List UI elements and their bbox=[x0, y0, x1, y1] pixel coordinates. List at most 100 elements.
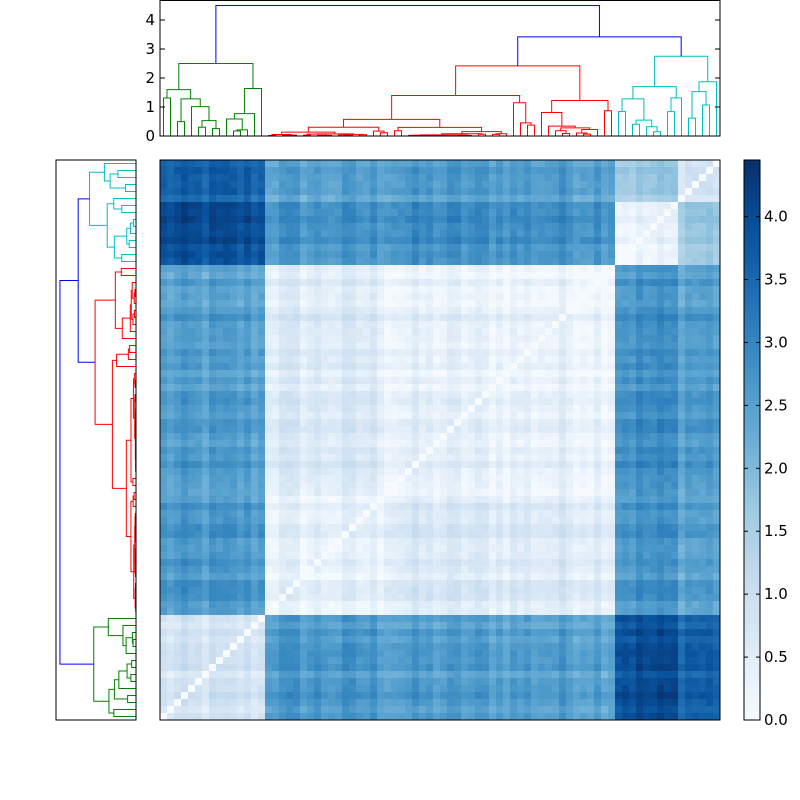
heatmap-cell bbox=[398, 181, 406, 189]
heatmap-cell bbox=[181, 335, 189, 343]
heatmap-cell bbox=[314, 475, 322, 483]
heatmap-cell bbox=[594, 209, 602, 217]
heatmap-cell bbox=[622, 188, 630, 196]
heatmap-cell bbox=[566, 573, 574, 581]
heatmap-cell bbox=[601, 468, 609, 476]
heatmap-cell bbox=[496, 335, 504, 343]
heatmap-cell bbox=[286, 237, 294, 245]
heatmap-cell bbox=[657, 223, 665, 231]
heatmap-cell bbox=[356, 209, 364, 217]
heatmap-cell bbox=[538, 202, 546, 210]
heatmap-cell bbox=[650, 237, 658, 245]
heatmap-cell bbox=[692, 475, 700, 483]
heatmap-cell bbox=[258, 181, 266, 189]
heatmap-cell bbox=[370, 342, 378, 350]
heatmap-cell bbox=[202, 251, 210, 259]
heatmap-cell bbox=[160, 356, 168, 364]
heatmap-cell bbox=[587, 300, 595, 308]
heatmap-cell bbox=[419, 391, 427, 399]
heatmap-cell bbox=[335, 517, 343, 525]
heatmap-cell bbox=[510, 181, 518, 189]
heatmap-cell bbox=[237, 251, 245, 259]
heatmap-cell bbox=[223, 342, 231, 350]
heatmap-cell bbox=[531, 167, 539, 175]
heatmap-cell bbox=[230, 195, 238, 203]
heatmap-cell bbox=[615, 573, 623, 581]
heatmap-cell bbox=[440, 461, 448, 469]
heatmap-cell bbox=[181, 300, 189, 308]
heatmap-cell bbox=[433, 545, 441, 553]
heatmap-cell bbox=[510, 440, 518, 448]
heatmap-cell bbox=[566, 230, 574, 238]
heatmap-cell bbox=[643, 468, 651, 476]
heatmap-cell bbox=[440, 482, 448, 490]
heatmap-cell bbox=[426, 524, 434, 532]
heatmap-cell bbox=[174, 188, 182, 196]
heatmap-cell bbox=[307, 461, 315, 469]
heatmap-cell bbox=[664, 174, 672, 182]
heatmap-cell bbox=[440, 384, 448, 392]
heatmap-cell bbox=[650, 524, 658, 532]
heatmap-cell bbox=[650, 545, 658, 553]
heatmap-cell bbox=[174, 174, 182, 182]
heatmap-cell bbox=[692, 237, 700, 245]
heatmap-cell bbox=[615, 363, 623, 371]
heatmap-cell bbox=[307, 510, 315, 518]
heatmap-cell bbox=[447, 174, 455, 182]
heatmap-cell bbox=[223, 454, 231, 462]
heatmap-cell bbox=[328, 265, 336, 273]
heatmap-cell bbox=[391, 237, 399, 245]
heatmap-cell bbox=[293, 349, 301, 357]
heatmap-cell bbox=[419, 461, 427, 469]
heatmap-cell bbox=[433, 188, 441, 196]
heatmap-cell bbox=[706, 468, 714, 476]
heatmap-cell bbox=[650, 244, 658, 252]
heatmap-cell bbox=[307, 356, 315, 364]
heatmap-cell bbox=[412, 580, 420, 588]
heatmap-cell bbox=[489, 566, 497, 574]
heatmap-cell bbox=[475, 160, 483, 168]
heatmap-cell bbox=[433, 167, 441, 175]
heatmap-cell bbox=[671, 300, 679, 308]
heatmap-cell bbox=[461, 580, 469, 588]
heatmap-cell bbox=[643, 440, 651, 448]
heatmap-cell bbox=[391, 538, 399, 546]
heatmap-cell bbox=[405, 454, 413, 462]
heatmap-cell bbox=[685, 188, 693, 196]
heatmap-cell bbox=[244, 342, 252, 350]
heatmap-cell bbox=[713, 454, 721, 462]
heatmap-cell bbox=[692, 230, 700, 238]
heatmap-cell bbox=[622, 293, 630, 301]
heatmap-cell bbox=[272, 188, 280, 196]
heatmap-cell bbox=[594, 356, 602, 364]
heatmap-cell bbox=[335, 552, 343, 560]
heatmap-cell bbox=[342, 181, 350, 189]
heatmap-cell bbox=[706, 349, 714, 357]
heatmap-cell bbox=[335, 363, 343, 371]
heatmap-cell bbox=[398, 363, 406, 371]
heatmap-cell bbox=[489, 202, 497, 210]
heatmap-cell bbox=[482, 328, 490, 336]
heatmap-cell bbox=[251, 461, 259, 469]
heatmap-cell bbox=[531, 244, 539, 252]
heatmap-cell bbox=[573, 293, 581, 301]
heatmap-cell bbox=[531, 489, 539, 497]
heatmap-cell bbox=[209, 300, 217, 308]
heatmap-cell bbox=[706, 223, 714, 231]
heatmap-cell bbox=[510, 356, 518, 364]
heatmap-cell bbox=[314, 328, 322, 336]
heatmap-cell bbox=[335, 237, 343, 245]
heatmap-cell bbox=[580, 349, 588, 357]
heatmap-cell bbox=[398, 251, 406, 259]
heatmap-cell bbox=[475, 265, 483, 273]
heatmap-cell bbox=[384, 279, 392, 287]
heatmap-cell bbox=[692, 503, 700, 511]
heatmap-cell bbox=[405, 587, 413, 595]
heatmap-cell bbox=[160, 363, 168, 371]
heatmap-cell bbox=[706, 293, 714, 301]
heatmap-cell bbox=[195, 454, 203, 462]
heatmap-cell bbox=[713, 272, 721, 280]
heatmap-cell bbox=[503, 454, 511, 462]
heatmap-cell bbox=[496, 503, 504, 511]
heatmap-cell bbox=[524, 258, 532, 266]
